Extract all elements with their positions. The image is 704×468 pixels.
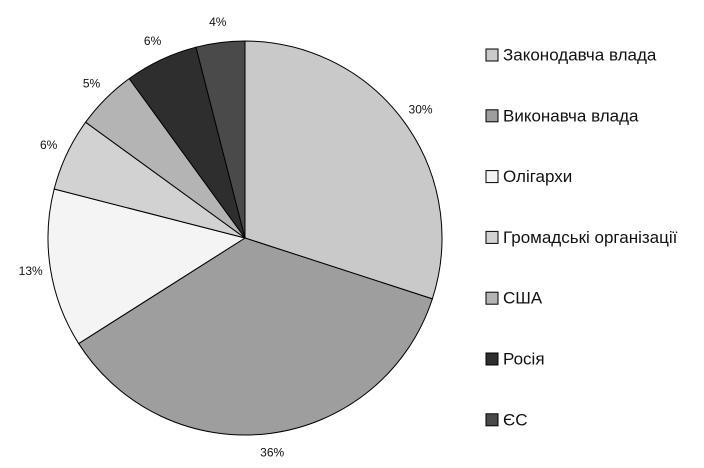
data-label: 6% — [40, 138, 58, 152]
pie-slice — [47, 188, 247, 345]
legend-swatch — [485, 48, 499, 62]
pie-slice — [77, 237, 433, 436]
legend-swatch — [485, 230, 499, 244]
data-label: 6% — [144, 34, 162, 48]
data-label: 13% — [19, 264, 43, 278]
pie-slice — [244, 40, 443, 300]
legend-swatch — [485, 352, 499, 366]
legend-label: США — [503, 289, 543, 308]
data-label: 30% — [409, 103, 433, 117]
data-label: 4% — [209, 15, 227, 29]
data-label: 36% — [260, 445, 284, 459]
legend-label: Росія — [503, 349, 545, 368]
legend-label: Законодавча влада — [503, 45, 657, 64]
legend-swatch — [485, 413, 499, 427]
legend-swatch — [485, 170, 499, 184]
legend-label: Громадські організації — [503, 228, 678, 247]
legend-swatch — [485, 109, 499, 123]
data-label: 5% — [83, 77, 101, 91]
legend-label: Виконавча влада — [503, 106, 639, 125]
legend-label: Олігархи — [503, 167, 572, 186]
legend-label: ЄС — [503, 410, 528, 429]
legend-swatch — [485, 291, 499, 305]
pie-slice — [195, 40, 246, 239]
